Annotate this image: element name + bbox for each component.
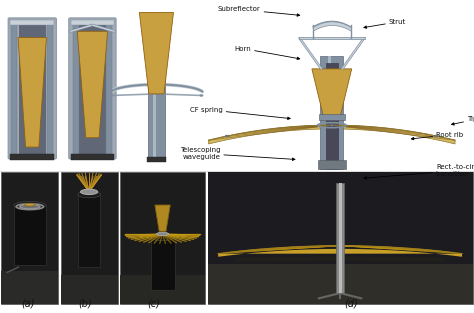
Polygon shape [155, 205, 170, 231]
Bar [208, 172, 473, 264]
Polygon shape [139, 13, 173, 94]
Bar [147, 157, 166, 162]
Polygon shape [18, 38, 46, 147]
Ellipse shape [78, 191, 100, 198]
Text: CF spring: CF spring [190, 106, 290, 120]
Bar [151, 238, 174, 290]
Bar [120, 275, 205, 304]
Bar [148, 13, 165, 160]
Bar [1, 271, 58, 304]
Bar [78, 22, 107, 156]
Text: Horn: Horn [235, 45, 300, 59]
Text: Telescoping
waveguide: Telescoping waveguide [180, 147, 295, 161]
Bar [318, 160, 346, 169]
Ellipse shape [156, 232, 169, 236]
Text: Tip rib: Tip rib [452, 116, 474, 125]
Ellipse shape [225, 135, 229, 137]
Polygon shape [77, 31, 108, 138]
Bar [14, 205, 46, 264]
Bar [61, 172, 118, 304]
Text: (b): (b) [78, 298, 92, 308]
Bar [338, 183, 342, 293]
Bar [78, 194, 100, 267]
Bar [71, 20, 114, 25]
Bar [10, 154, 54, 160]
Bar [11, 22, 17, 156]
Bar [10, 20, 54, 25]
Ellipse shape [151, 235, 174, 240]
Bar [154, 13, 155, 160]
Bar [328, 56, 331, 169]
Bar [1, 172, 58, 304]
Text: (d): (d) [344, 298, 358, 308]
Text: Root rib: Root rib [411, 131, 463, 140]
FancyBboxPatch shape [69, 18, 116, 159]
Ellipse shape [14, 201, 46, 209]
Ellipse shape [109, 94, 113, 97]
Ellipse shape [25, 203, 35, 206]
Bar [47, 22, 53, 156]
Text: Strut: Strut [364, 19, 406, 28]
Polygon shape [312, 69, 352, 116]
Bar [208, 172, 473, 304]
Bar [208, 264, 473, 304]
Ellipse shape [81, 189, 98, 194]
Bar [319, 114, 345, 120]
Text: Subreflector: Subreflector [218, 6, 300, 16]
FancyBboxPatch shape [8, 18, 56, 159]
Bar [326, 63, 338, 169]
Ellipse shape [330, 124, 334, 126]
Bar [320, 56, 343, 169]
Bar [71, 154, 114, 160]
Text: Rect.-to-circ.
transition: Rect.-to-circ. transition [364, 164, 474, 179]
Bar [106, 22, 112, 156]
Ellipse shape [19, 205, 40, 209]
Text: (a): (a) [22, 298, 35, 308]
Bar [73, 22, 79, 156]
Text: (c): (c) [147, 298, 161, 308]
Ellipse shape [200, 94, 203, 97]
Polygon shape [218, 249, 462, 257]
Bar [61, 275, 118, 304]
Ellipse shape [435, 135, 438, 137]
Bar [337, 183, 344, 293]
Polygon shape [209, 125, 455, 144]
Bar [19, 22, 46, 156]
Bar [120, 172, 205, 304]
